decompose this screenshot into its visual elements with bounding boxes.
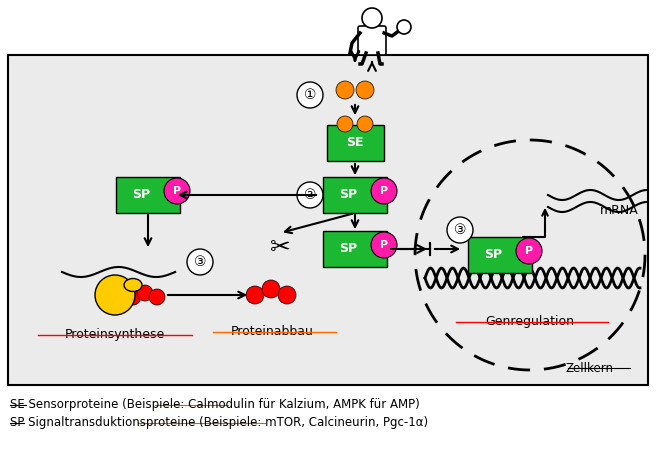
Circle shape: [246, 286, 264, 304]
Circle shape: [164, 178, 190, 204]
Circle shape: [278, 286, 296, 304]
FancyBboxPatch shape: [323, 231, 387, 267]
Text: SP Signaltransduktionsproteine (Beispiele: mTOR, Calcineurin, Pgc-1α): SP Signaltransduktionsproteine (Beispiel…: [10, 416, 428, 429]
Text: P: P: [173, 186, 181, 196]
Text: Proteinabbau: Proteinabbau: [230, 325, 314, 338]
Circle shape: [95, 275, 135, 315]
Text: mRNA: mRNA: [600, 203, 639, 217]
Text: P: P: [525, 246, 533, 256]
Text: ③: ③: [194, 255, 206, 269]
Circle shape: [125, 289, 141, 305]
Circle shape: [371, 232, 397, 258]
Text: ②: ②: [304, 188, 316, 202]
Circle shape: [187, 249, 213, 275]
Circle shape: [397, 20, 411, 34]
FancyBboxPatch shape: [358, 26, 386, 55]
Circle shape: [149, 289, 165, 305]
Text: SE Sensorproteine (Beispiele: Calmodulin für Kalzium, AMPK für AMP): SE Sensorproteine (Beispiele: Calmodulin…: [10, 398, 420, 411]
Circle shape: [297, 82, 323, 108]
Text: ✂: ✂: [270, 236, 291, 260]
Ellipse shape: [124, 278, 142, 292]
Circle shape: [357, 116, 373, 132]
FancyBboxPatch shape: [327, 125, 384, 161]
Circle shape: [516, 238, 542, 264]
Circle shape: [262, 280, 280, 298]
Text: P: P: [380, 240, 388, 250]
FancyBboxPatch shape: [8, 55, 648, 385]
Circle shape: [297, 182, 323, 208]
Text: Proteinsynthese: Proteinsynthese: [65, 328, 165, 341]
Circle shape: [336, 81, 354, 99]
Text: Zellkern: Zellkern: [566, 362, 614, 375]
Text: SE: SE: [346, 136, 363, 150]
Text: P: P: [380, 186, 388, 196]
Text: Genregulation: Genregulation: [485, 315, 575, 328]
Circle shape: [137, 285, 153, 301]
FancyBboxPatch shape: [116, 177, 180, 213]
Circle shape: [356, 81, 374, 99]
Circle shape: [447, 217, 473, 243]
Circle shape: [362, 8, 382, 28]
Text: SP: SP: [484, 248, 502, 261]
Circle shape: [371, 178, 397, 204]
Circle shape: [337, 116, 353, 132]
FancyBboxPatch shape: [323, 177, 387, 213]
Text: ③: ③: [454, 223, 466, 237]
Text: SP: SP: [132, 188, 150, 202]
FancyBboxPatch shape: [468, 237, 532, 273]
Text: SP: SP: [339, 188, 357, 202]
Text: ①: ①: [304, 88, 316, 102]
Text: SP: SP: [339, 243, 357, 255]
